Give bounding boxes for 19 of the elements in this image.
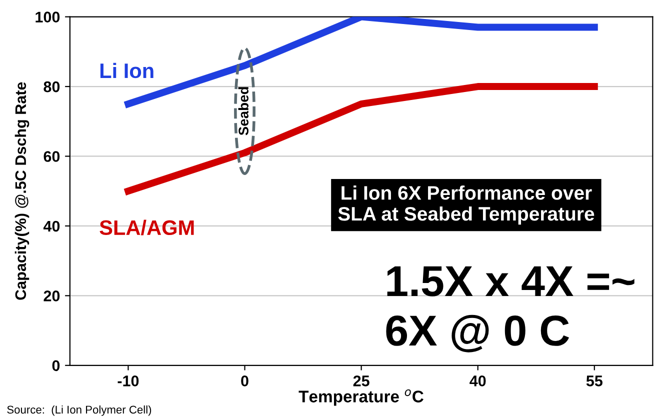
x-tick-label: 0	[241, 376, 248, 386]
y-tick-label: 80	[44, 81, 60, 92]
annotation: Li Ion 6X Performance over SLA at Seabed Temperature	[338, 186, 594, 225]
series-label: SLA/AGM	[100, 220, 194, 236]
x-tick-label: 40	[470, 376, 486, 386]
y-axis-title: Capacity(%) @.5C Dschg Rate	[14, 82, 30, 300]
y-tick-label: 60	[44, 151, 60, 162]
y-tick-label: 40	[43, 220, 60, 232]
x-tick-label: -10	[118, 376, 139, 386]
annotation: 1.5X x 4X =~ 6X @ 0 C	[386, 266, 634, 352]
x-axis-title: Temperature $^{o}$C	[298, 389, 424, 406]
x-tick-label: 55	[586, 376, 602, 386]
source-note: Source: (Li Ion Polymer Cell)	[7, 405, 152, 416]
annotation: Seabed	[238, 87, 248, 136]
x-tick-label: 25	[353, 376, 370, 386]
y-tick-label: 0	[52, 360, 60, 372]
y-tick-label: 20	[44, 290, 60, 302]
y-tick-label: 100	[36, 12, 60, 22]
series-label: Li Ion	[100, 62, 154, 78]
